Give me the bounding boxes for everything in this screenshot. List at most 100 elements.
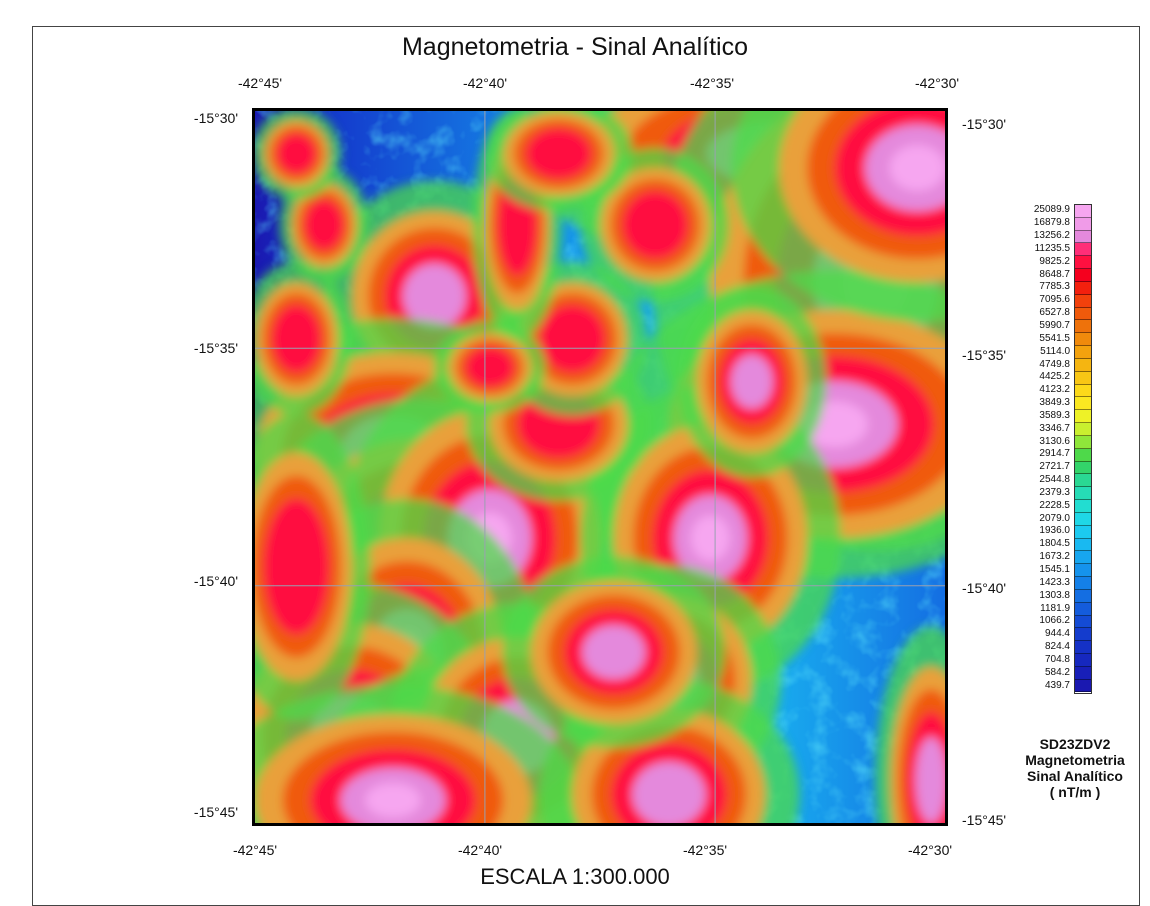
anomaly-contour	[263, 498, 330, 636]
legend-swatch	[1075, 666, 1091, 680]
legend-swatch	[1075, 269, 1091, 282]
legend-caption: SD23ZDV2 Magnetometria Sinal Analítico (…	[1010, 736, 1140, 800]
legend-swatch	[1075, 628, 1091, 642]
anomaly-contour	[582, 625, 646, 680]
longitude-label-top: -42°35'	[689, 75, 735, 91]
legend-swatch	[1075, 256, 1091, 270]
legend-value: 2721.7	[1039, 461, 1070, 473]
anomaly-contour	[632, 762, 706, 823]
legend-value: 4123.2	[1039, 384, 1070, 396]
anomaly	[731, 111, 945, 322]
legend-value: 5114.0	[1040, 345, 1070, 357]
legend-swatch	[1075, 615, 1091, 629]
anomaly	[484, 111, 634, 212]
legend-value: 704.8	[1044, 653, 1070, 665]
legend-swatch	[1075, 500, 1091, 513]
legend-value: 2379.3	[1039, 486, 1070, 498]
longitude-label-bottom: -42°45'	[232, 842, 278, 858]
legend-swatch	[1075, 538, 1091, 552]
legend-swatch	[1075, 641, 1091, 654]
legend-swatch	[1075, 653, 1091, 667]
legend-swatch	[1075, 577, 1091, 590]
anomaly-contour	[525, 128, 592, 180]
legend-value: 7095.6	[1039, 294, 1070, 306]
anomaly-contour	[730, 354, 773, 409]
legend-value: 3849.3	[1039, 397, 1070, 409]
legend-swatch	[1075, 333, 1091, 347]
legend-value: 2079.0	[1039, 512, 1070, 524]
anomaly	[677, 285, 827, 478]
latitude-label-right: -15°40'	[962, 580, 1007, 596]
graticule	[255, 111, 945, 823]
latitude-label-left: -15°30'	[193, 110, 238, 126]
anomaly-contour	[915, 737, 945, 823]
legend-value: 584.2	[1044, 666, 1070, 678]
anomaly	[255, 412, 371, 721]
legend-swatch	[1075, 474, 1091, 488]
anomaly-contour	[464, 346, 515, 388]
legend-swatch	[1075, 602, 1091, 616]
legend-caption-line: ( nT/m )	[1049, 784, 1101, 800]
legend-swatch	[1075, 397, 1091, 411]
anomaly-contour	[365, 783, 421, 818]
legend-value: 11235.5	[1034, 242, 1070, 254]
legend-value: 3589.3	[1039, 409, 1070, 421]
legend-caption-line: Magnetometria	[1025, 752, 1125, 768]
legend-value: 7785.3	[1039, 281, 1070, 293]
anomaly-contour	[402, 263, 466, 329]
legend-value: 3130.6	[1039, 435, 1070, 447]
legend-value: 13256.2	[1033, 230, 1070, 242]
legend-swatch	[1075, 230, 1091, 244]
latitude-label-left: -15°40'	[193, 573, 238, 589]
anomaly	[255, 684, 580, 823]
legend-caption-line: SD23ZDV2	[1039, 736, 1111, 752]
legend-swatch	[1075, 551, 1091, 565]
anomaly	[255, 111, 342, 200]
legend-value: 1066.2	[1039, 615, 1070, 627]
anomaly	[433, 321, 546, 414]
latitude-label-left: -15°45'	[193, 804, 238, 820]
legend-value: 2228.5	[1039, 499, 1070, 511]
legend-swatch	[1075, 487, 1091, 501]
legend-swatch	[1075, 589, 1091, 603]
longitude-label-bottom: -42°30'	[907, 842, 953, 858]
legend-swatch	[1075, 384, 1091, 398]
legend-swatch	[1075, 512, 1091, 526]
legend-swatch	[1075, 371, 1091, 385]
legend-value: 16879.8	[1033, 217, 1070, 229]
legend-swatch	[1075, 243, 1091, 257]
anomaly-contour	[304, 199, 344, 251]
legend-value: 2914.7	[1039, 448, 1070, 460]
legend-value: 1673.2	[1039, 551, 1070, 563]
anomaly	[255, 261, 353, 416]
anomaly	[875, 626, 945, 823]
legend-value: 2544.8	[1039, 474, 1070, 486]
legend-swatch	[1075, 307, 1091, 321]
legend-value: 9825.2	[1039, 255, 1070, 267]
anomaly	[502, 556, 726, 749]
legend-value: 1804.5	[1039, 538, 1070, 550]
legend-swatch	[1075, 410, 1091, 424]
legend-value: 4749.8	[1039, 358, 1070, 370]
legend-swatch	[1075, 423, 1091, 436]
anomaly-layer	[255, 111, 945, 823]
legend-swatch	[1075, 564, 1091, 578]
legend-value: 5990.7	[1039, 320, 1070, 331]
legend-swatch	[1075, 358, 1091, 372]
longitude-label-top: -42°45'	[237, 75, 283, 91]
legend-value: 4425.2	[1039, 371, 1070, 383]
latitude-label-right: -15°30'	[962, 116, 1007, 132]
anomaly	[538, 679, 800, 823]
legend-value: 25089.9	[1033, 204, 1070, 216]
legend-value: 3346.7	[1039, 422, 1070, 434]
legend-swatch	[1075, 525, 1091, 539]
legend-value: 1936.0	[1039, 525, 1070, 537]
scale-text: ESCALA 1:300.000	[480, 864, 670, 889]
analytic-signal-map	[252, 108, 948, 826]
legend-swatch	[1075, 448, 1091, 462]
longitude-label-top: -42°40'	[462, 75, 508, 91]
anomaly-contour	[691, 515, 730, 561]
legend-swatch	[1075, 461, 1091, 475]
legend-swatch	[1075, 205, 1091, 218]
legend-value: 6527.8	[1039, 307, 1070, 319]
